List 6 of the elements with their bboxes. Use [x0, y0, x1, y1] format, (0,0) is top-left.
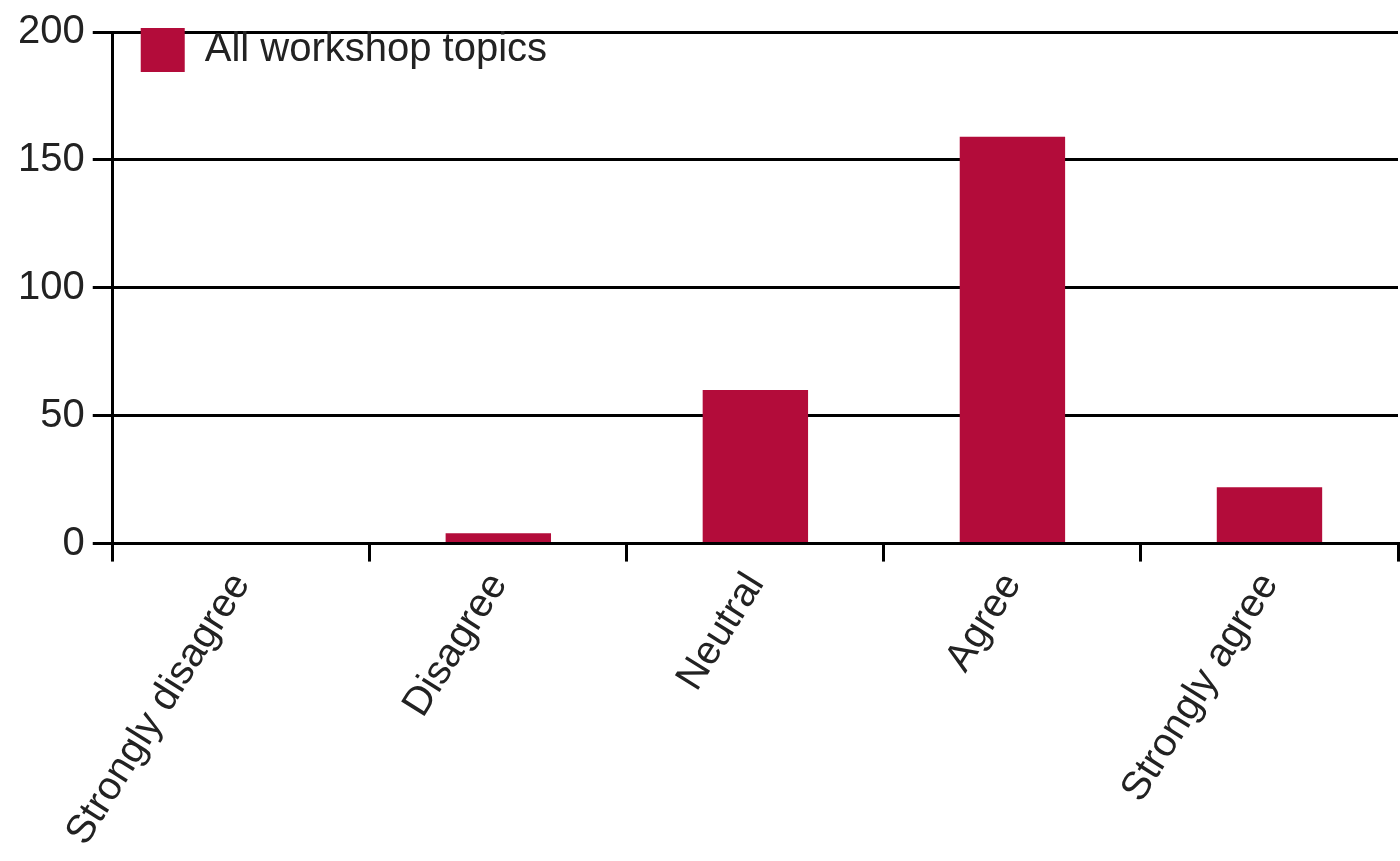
y-tick-label: 150 [17, 134, 85, 179]
y-tick-label: 200 [17, 7, 85, 52]
legend-label: All workshop topics [204, 25, 548, 70]
y-tick-label: 50 [40, 390, 85, 435]
y-tick-label: 0 [62, 518, 85, 563]
y-tick-label: 100 [17, 262, 85, 307]
